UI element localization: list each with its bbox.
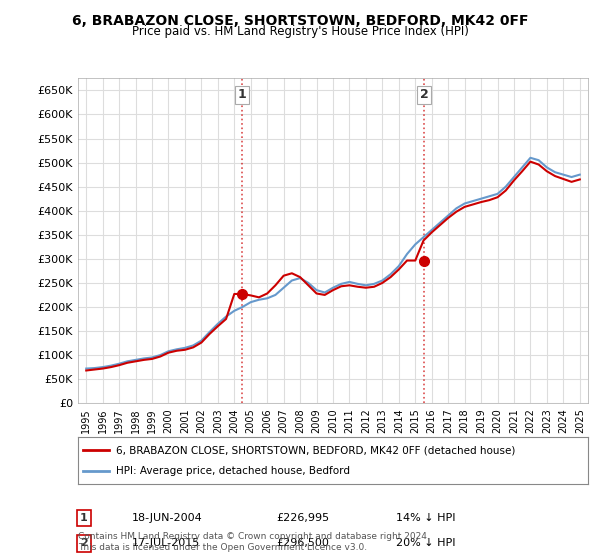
Text: £296,500: £296,500 — [276, 538, 329, 548]
Text: HPI: Average price, detached house, Bedford: HPI: Average price, detached house, Bedf… — [116, 466, 350, 476]
Text: 18-JUN-2004: 18-JUN-2004 — [132, 513, 203, 523]
Text: 20% ↓ HPI: 20% ↓ HPI — [396, 538, 455, 548]
Text: 2: 2 — [420, 88, 428, 101]
Text: 1: 1 — [80, 513, 88, 523]
Text: 6, BRABAZON CLOSE, SHORTSTOWN, BEDFORD, MK42 0FF: 6, BRABAZON CLOSE, SHORTSTOWN, BEDFORD, … — [72, 14, 528, 28]
Text: £226,995: £226,995 — [276, 513, 329, 523]
Text: 17-JUL-2015: 17-JUL-2015 — [132, 538, 200, 548]
Text: 6, BRABAZON CLOSE, SHORTSTOWN, BEDFORD, MK42 0FF (detached house): 6, BRABAZON CLOSE, SHORTSTOWN, BEDFORD, … — [116, 445, 515, 455]
Text: 14% ↓ HPI: 14% ↓ HPI — [396, 513, 455, 523]
Text: Price paid vs. HM Land Registry's House Price Index (HPI): Price paid vs. HM Land Registry's House … — [131, 25, 469, 38]
Text: 2: 2 — [80, 538, 88, 548]
Text: Contains HM Land Registry data © Crown copyright and database right 2024.
This d: Contains HM Land Registry data © Crown c… — [78, 532, 430, 552]
Text: 1: 1 — [238, 88, 246, 101]
